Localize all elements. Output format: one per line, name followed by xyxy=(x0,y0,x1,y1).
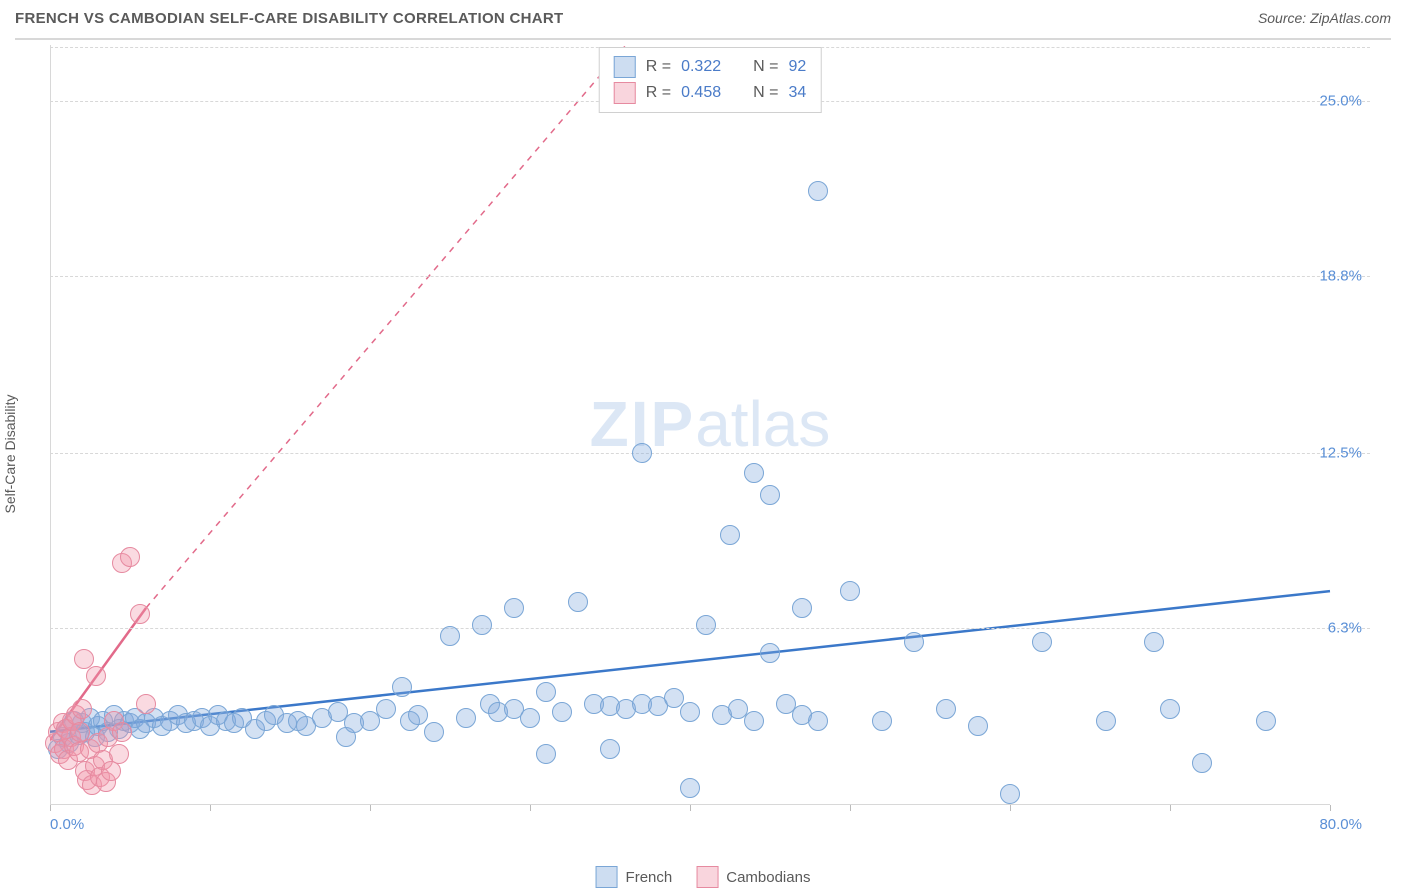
x-tick-label: 0.0% xyxy=(50,816,84,833)
data-point xyxy=(504,598,524,618)
data-point xyxy=(904,632,924,652)
x-tick xyxy=(370,805,371,811)
data-point xyxy=(520,708,540,728)
swatch-icon xyxy=(696,866,718,888)
data-point xyxy=(744,463,764,483)
scatter-plot: ZIPatlas R = 0.322 N = 92 R = 0.458 N = … xyxy=(50,45,1370,835)
series-legend: French Cambodians xyxy=(596,866,811,888)
swatch-icon xyxy=(596,866,618,888)
data-point xyxy=(720,525,740,545)
data-point xyxy=(1256,711,1276,731)
legend-row-cambodians: R = 0.458 N = 34 xyxy=(614,80,807,106)
data-point xyxy=(1160,699,1180,719)
data-point xyxy=(536,682,556,702)
data-point xyxy=(440,626,460,646)
y-tick-label: 12.5% xyxy=(1319,445,1362,462)
x-tick xyxy=(530,805,531,811)
n-value: 34 xyxy=(788,84,806,102)
data-point xyxy=(74,649,94,669)
data-point xyxy=(568,592,588,612)
data-point xyxy=(808,711,828,731)
data-point xyxy=(792,598,812,618)
y-axis-line xyxy=(50,45,51,805)
data-point xyxy=(86,666,106,686)
x-tick-label: 80.0% xyxy=(1319,816,1362,833)
data-point xyxy=(1144,632,1164,652)
data-point xyxy=(456,708,476,728)
x-tick xyxy=(1330,805,1331,811)
legend-item-cambodians: Cambodians xyxy=(696,866,810,888)
gridline xyxy=(50,276,1370,277)
x-tick xyxy=(690,805,691,811)
data-point xyxy=(472,615,492,635)
data-point xyxy=(1096,711,1116,731)
data-point xyxy=(680,778,700,798)
x-tick xyxy=(850,805,851,811)
data-point xyxy=(600,739,620,759)
data-point xyxy=(136,694,156,714)
data-point xyxy=(664,688,684,708)
gridline xyxy=(50,453,1370,454)
data-point xyxy=(120,547,140,567)
data-point xyxy=(112,722,132,742)
data-point xyxy=(1000,784,1020,804)
swatch-icon xyxy=(614,56,636,78)
data-point xyxy=(408,705,428,725)
data-point xyxy=(376,699,396,719)
data-point xyxy=(552,702,572,722)
data-point xyxy=(744,711,764,731)
n-value: 92 xyxy=(788,58,806,76)
x-tick xyxy=(1170,805,1171,811)
data-point xyxy=(760,485,780,505)
data-point xyxy=(760,643,780,663)
chart-title: FRENCH VS CAMBODIAN SELF-CARE DISABILITY… xyxy=(15,10,564,27)
correlation-legend: R = 0.322 N = 92 R = 0.458 N = 34 xyxy=(599,47,822,113)
data-point xyxy=(632,443,652,463)
data-point xyxy=(72,699,92,719)
data-point xyxy=(536,744,556,764)
r-value: 0.322 xyxy=(681,58,721,76)
r-value: 0.458 xyxy=(681,84,721,102)
data-point xyxy=(680,702,700,722)
data-point xyxy=(1032,632,1052,652)
x-tick xyxy=(50,805,51,811)
y-tick-label: 6.3% xyxy=(1328,619,1362,636)
x-tick xyxy=(210,805,211,811)
data-point xyxy=(808,181,828,201)
legend-row-french: R = 0.322 N = 92 xyxy=(614,54,807,80)
y-tick-label: 25.0% xyxy=(1319,93,1362,110)
data-point xyxy=(696,615,716,635)
y-axis-label: Self-Care Disability xyxy=(2,394,18,513)
data-point xyxy=(109,744,129,764)
data-point xyxy=(968,716,988,736)
data-point xyxy=(872,711,892,731)
data-point xyxy=(392,677,412,697)
x-tick xyxy=(1010,805,1011,811)
source-attribution: Source: ZipAtlas.com xyxy=(1258,10,1391,26)
data-point xyxy=(936,699,956,719)
data-point xyxy=(840,581,860,601)
data-point xyxy=(1192,753,1212,773)
watermark: ZIPatlas xyxy=(590,387,831,461)
data-point xyxy=(424,722,444,742)
swatch-icon xyxy=(614,82,636,104)
y-tick-label: 18.8% xyxy=(1319,267,1362,284)
data-point xyxy=(130,604,150,624)
legend-item-french: French xyxy=(596,866,673,888)
chart-header: FRENCH VS CAMBODIAN SELF-CARE DISABILITY… xyxy=(15,10,1391,40)
